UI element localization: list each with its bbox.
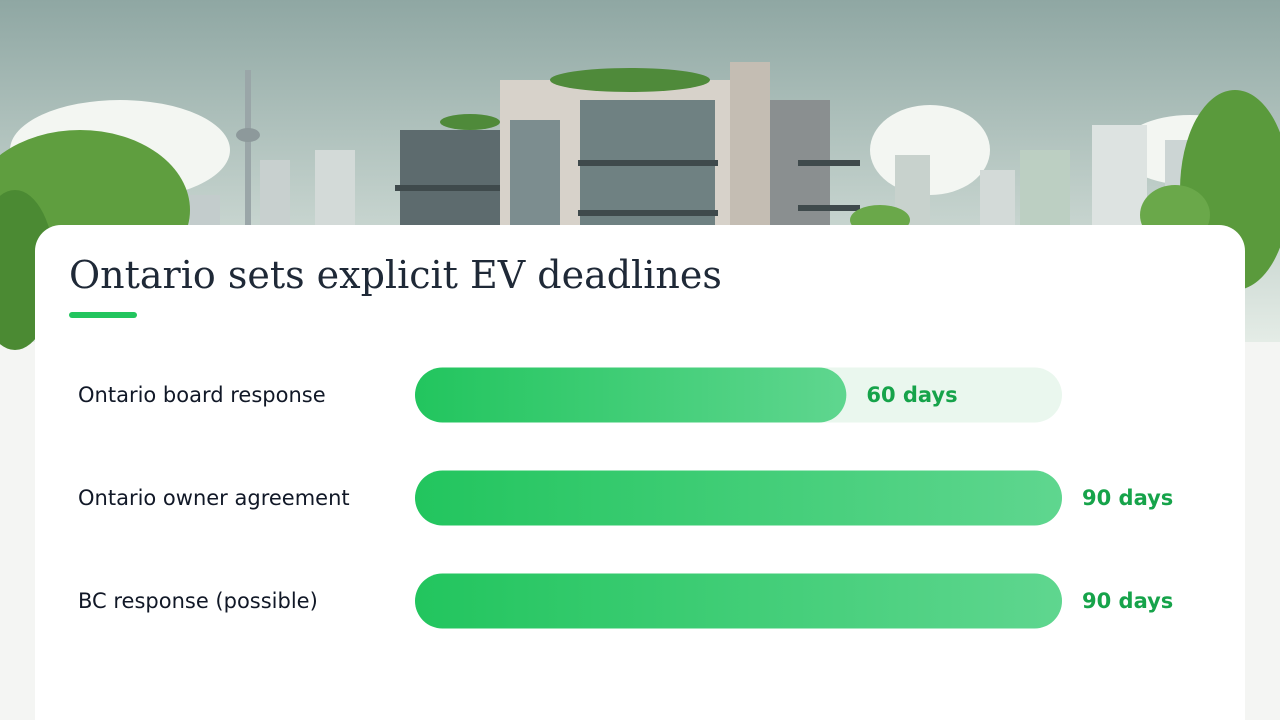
category-label: BC response (possible)	[78, 589, 318, 613]
bar	[415, 573, 1062, 629]
bar	[415, 367, 847, 423]
bar	[415, 470, 1062, 526]
chart-title: Ontario sets explicit EV deadlines	[69, 253, 722, 297]
category-label: Ontario board response	[78, 383, 326, 407]
value-label: 60 days	[866, 383, 957, 407]
title-underline	[69, 312, 137, 318]
value-label: 90 days	[1082, 486, 1173, 510]
value-label: 90 days	[1082, 589, 1173, 613]
category-label: Ontario owner agreement	[78, 486, 350, 510]
